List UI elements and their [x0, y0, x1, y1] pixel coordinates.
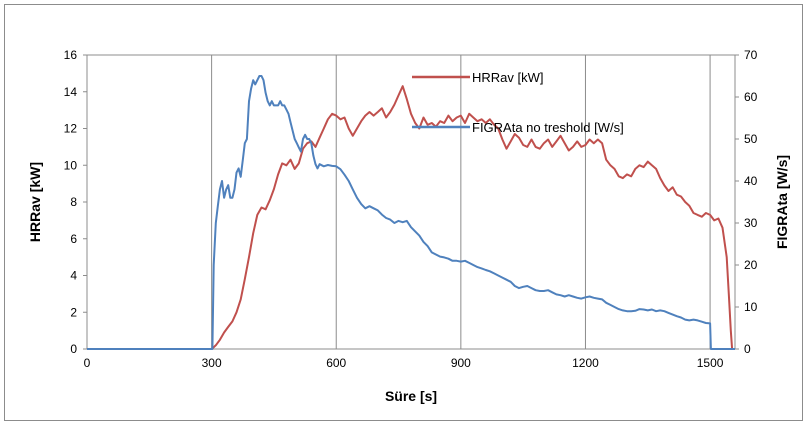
x-tick-labels: 0 300 600 900 1200 1500 [84, 356, 724, 370]
x-tick-1500: 1500 [697, 356, 724, 370]
y-right-tick-50: 50 [744, 132, 758, 146]
y-right-tick-70: 70 [744, 48, 758, 62]
legend-label-figrata: FIGRAta no treshold [W/s] [472, 120, 624, 135]
x-tick-0: 0 [84, 356, 91, 370]
y-right-tick-labels: 0 10 20 30 40 50 60 70 [735, 48, 758, 356]
y-right-tick-40: 40 [744, 174, 758, 188]
x-axis-title: Süre [s] [385, 388, 437, 404]
series-figrata-line [87, 75, 735, 350]
y-left-tick-0: 0 [70, 342, 77, 356]
x-tick-600: 600 [326, 356, 346, 370]
y-left-tick-12: 12 [64, 122, 78, 136]
x-tick-1200: 1200 [572, 356, 599, 370]
y-right-axis-title: FIGRAta [W/s] [774, 155, 790, 249]
legend-label-hrrav: HRRav [kW] [472, 70, 544, 85]
plot-area [86, 54, 736, 350]
x-tick-900: 900 [451, 356, 471, 370]
y-right-tick-30: 30 [744, 216, 758, 230]
y-left-tick-labels: 0 2 4 6 8 10 12 14 16 [64, 48, 87, 356]
x-tick-300: 300 [202, 356, 222, 370]
y-left-tick-10: 10 [64, 158, 78, 172]
y-left-tick-4: 4 [70, 269, 77, 283]
y-right-tick-20: 20 [744, 258, 758, 272]
series-hrrav-line [87, 85, 734, 350]
y-left-tick-16: 16 [64, 48, 78, 62]
y-left-tick-8: 8 [70, 195, 77, 209]
y-left-tick-6: 6 [70, 232, 77, 246]
y-right-tick-0: 0 [744, 342, 751, 356]
series-layer [87, 75, 735, 350]
y-right-tick-10: 10 [744, 300, 758, 314]
y-left-tick-14: 14 [64, 85, 78, 99]
y-right-tick-60: 60 [744, 90, 758, 104]
chart-frame [4, 4, 803, 421]
legend: HRRav [kW] FIGRAta no treshold [W/s] [412, 70, 624, 135]
grid-lines [211, 55, 711, 349]
y-left-axis-title: HRRav [kW] [27, 162, 43, 242]
y-left-tick-2: 2 [70, 305, 77, 319]
